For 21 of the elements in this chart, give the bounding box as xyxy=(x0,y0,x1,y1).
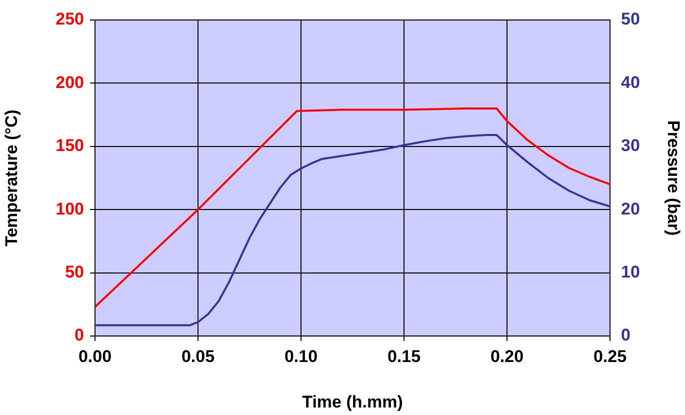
y2-axis-title: Pressure (bar) xyxy=(664,120,684,236)
y2-tick-label: 50 xyxy=(621,10,640,29)
x-axis-title: Time (h.mm) xyxy=(302,392,403,412)
y2-tick-label: 20 xyxy=(621,199,640,218)
x-tick-label: 0.15 xyxy=(387,346,421,366)
y2-tick-label: 0 xyxy=(621,326,630,345)
y-tick-label: 100 xyxy=(56,199,84,218)
x-tick-label: 0.25 xyxy=(593,346,627,366)
y-tick-label: 150 xyxy=(56,136,84,156)
y-tick-label: 250 xyxy=(56,10,84,29)
x-tick-label: 0.05 xyxy=(181,346,215,366)
y2-tick-label: 40 xyxy=(621,72,640,92)
y-axis-title: Temperature (°C) xyxy=(2,110,21,246)
x-tick-label: 0.20 xyxy=(490,346,524,366)
y-tick-label: 50 xyxy=(65,262,84,282)
y-tick-label: 0 xyxy=(74,326,84,345)
y2-tick-label: 30 xyxy=(621,136,640,156)
y-tick-label: 200 xyxy=(56,72,84,92)
y2-tick-label: 10 xyxy=(621,262,640,282)
x-tick-label: 0.00 xyxy=(78,346,112,366)
x-tick-label: 0.10 xyxy=(284,346,318,366)
